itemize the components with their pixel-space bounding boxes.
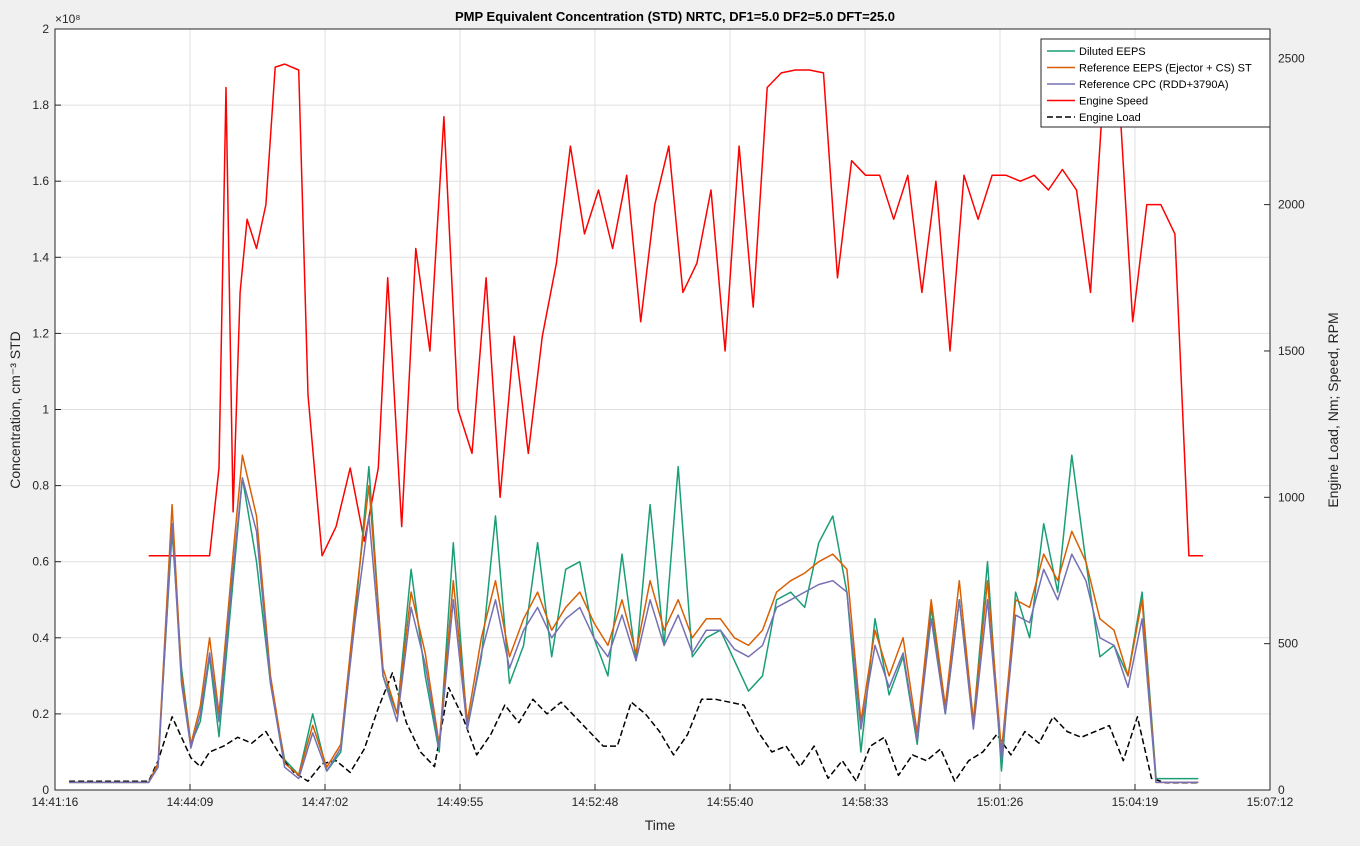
y-right-tick-label: 1000: [1278, 490, 1305, 504]
y-left-tick-label: 1.8: [32, 98, 49, 112]
y-left-tick-label: 1: [42, 403, 49, 417]
y-left-tick-label: 0.4: [32, 631, 49, 645]
x-tick-label: 14:52:48: [572, 795, 619, 809]
x-tick-label: 14:44:09: [167, 795, 214, 809]
series-line-reference-cpc-rdd-3790a: [69, 477, 1199, 784]
x-tick-label: 15:04:19: [1112, 795, 1159, 809]
y-right-tick-label: 500: [1278, 637, 1298, 651]
x-tick-label: 15:01:26: [977, 795, 1024, 809]
y-left-tick-label: 0.2: [32, 707, 49, 721]
x-axis-label: Time: [645, 817, 676, 833]
y-right-axis-label: Engine Load, Nm; Speed, RPM: [1325, 312, 1341, 507]
x-tick-label: 14:41:16: [32, 795, 79, 809]
series-layer: [69, 63, 1203, 784]
legend-label: Engine Load: [1079, 112, 1141, 124]
x-tick-label: 14:49:55: [437, 795, 484, 809]
y-left-tick-label: 0: [42, 783, 49, 797]
tick-labels: 14:41:16 14:44:09 14:47:02 14:49:55 14:52:48…: [32, 22, 1305, 809]
x-tick-label: 15:07:12: [1247, 795, 1294, 809]
legend-label: Reference CPC (RDD+3790A): [1079, 79, 1228, 91]
legend: Diluted EEPS Reference EEPS (Ejector + CS…: [1040, 38, 1271, 128]
y-right-tick-label: 1500: [1278, 344, 1305, 358]
y-right-tick-label: 2500: [1278, 51, 1305, 65]
y-right-tick-label: 0: [1278, 783, 1285, 797]
y-left-tick-label: 0.8: [32, 479, 49, 493]
chart-title: PMP Equivalent Concentration (STD) NRTC,…: [455, 9, 895, 24]
y-left-tick-label: 1.4: [32, 250, 49, 264]
y-left-tick-label: 2: [42, 22, 49, 36]
series-line-engine-speed: [148, 63, 1203, 557]
y-left-tick-label: 1.2: [32, 326, 49, 340]
y-left-tick-label: 1.6: [32, 174, 49, 188]
legend-label: Reference EEPS (Ejector + CS) ST: [1079, 63, 1252, 75]
legend-box: [1040, 38, 1271, 128]
legend-label: Engine Speed: [1079, 96, 1148, 108]
x-tick-label: 14:58:33: [842, 795, 889, 809]
y-left-exponent: ×10⁸: [55, 12, 80, 26]
legend-label: Diluted EEPS: [1079, 46, 1146, 58]
y-left-tick-label: 0.6: [32, 555, 49, 569]
y-right-tick-label: 2000: [1278, 198, 1305, 212]
y-left-axis-label: Concentration, cm⁻³ STD: [7, 331, 23, 489]
x-tick-label: 14:47:02: [302, 795, 349, 809]
x-tick-label: 14:55:40: [707, 795, 754, 809]
